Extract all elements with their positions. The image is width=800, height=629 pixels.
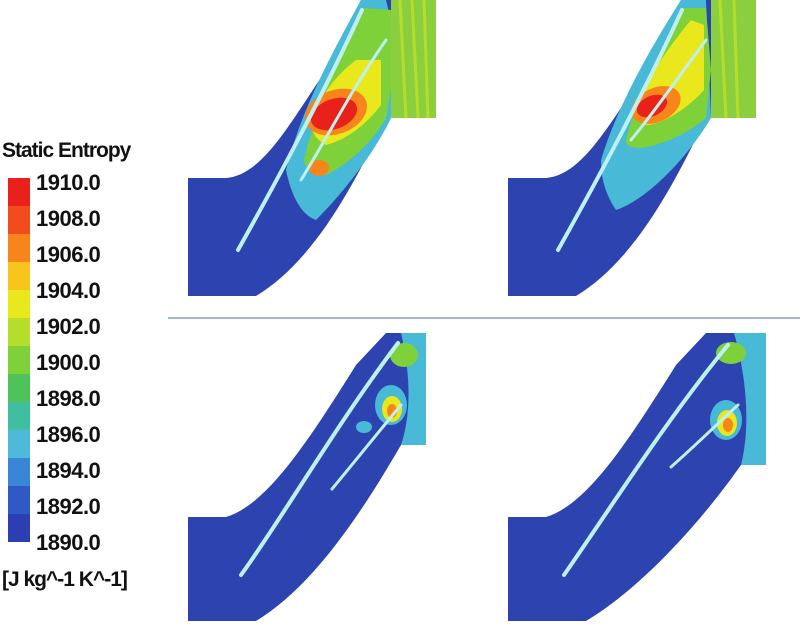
contour-panel-bottom-right bbox=[506, 325, 766, 625]
colorbar-segment bbox=[8, 430, 30, 458]
colorbar-segment bbox=[8, 374, 30, 402]
tick-label: 1890.0 bbox=[36, 530, 101, 555]
colorbar-segment bbox=[8, 402, 30, 430]
tick-label: 1904.0 bbox=[36, 278, 101, 303]
outlet-streak bbox=[718, 0, 740, 119]
contour-panel-top-left bbox=[186, 0, 446, 300]
blade-long bbox=[239, 341, 400, 577]
colorbar-segment bbox=[8, 262, 30, 290]
tick-label: 1894.0 bbox=[36, 458, 101, 483]
colorbar-segment bbox=[8, 346, 30, 374]
tick-label: 1908.0 bbox=[36, 206, 101, 231]
tick-label: 1896.0 bbox=[36, 422, 101, 447]
tick-label: 1900.0 bbox=[36, 350, 101, 375]
blade-short bbox=[629, 38, 708, 142]
entropy-spot bbox=[390, 343, 418, 367]
colorbar bbox=[8, 178, 30, 542]
colorbar-segment bbox=[8, 206, 30, 234]
legend-title: Static Entropy bbox=[2, 139, 131, 162]
contour-plot bbox=[508, 0, 756, 296]
legend-units: [J kg^-1 K^-1] bbox=[2, 568, 128, 591]
colorbar-segment bbox=[8, 458, 30, 486]
blade-short bbox=[330, 403, 403, 491]
colorbar-segment bbox=[8, 514, 30, 542]
panel-divider bbox=[168, 317, 800, 319]
colorbar-segment bbox=[8, 234, 30, 262]
blade-short bbox=[299, 38, 388, 182]
entropy-spot bbox=[356, 421, 372, 433]
outlet-streak bbox=[398, 0, 430, 119]
contour-plot bbox=[188, 0, 436, 296]
outlet-region bbox=[734, 333, 766, 465]
tick-label: 1892.0 bbox=[36, 494, 101, 519]
tick-label: 1906.0 bbox=[36, 242, 101, 267]
entropy-spot bbox=[309, 160, 329, 176]
contour-plot bbox=[188, 333, 426, 621]
flow-domain bbox=[508, 333, 766, 621]
colorbar-segment bbox=[8, 486, 30, 514]
tick-label: 1910.0 bbox=[36, 170, 101, 195]
colorbar-segment bbox=[8, 290, 30, 318]
blade-long bbox=[556, 8, 684, 252]
contour-panel-top-right bbox=[506, 0, 766, 300]
contour-plot bbox=[508, 333, 766, 621]
contour-panel-bottom-left bbox=[186, 325, 446, 625]
colorbar-segment bbox=[8, 318, 30, 346]
tick-label: 1902.0 bbox=[36, 314, 101, 339]
blade-long bbox=[236, 8, 364, 252]
high-entropy-core bbox=[636, 94, 668, 118]
tick-label: 1898.0 bbox=[36, 386, 101, 411]
blade-long bbox=[562, 343, 730, 577]
colorbar-segment bbox=[8, 178, 30, 206]
blade-short bbox=[669, 403, 740, 469]
entropy-spot bbox=[723, 418, 733, 432]
